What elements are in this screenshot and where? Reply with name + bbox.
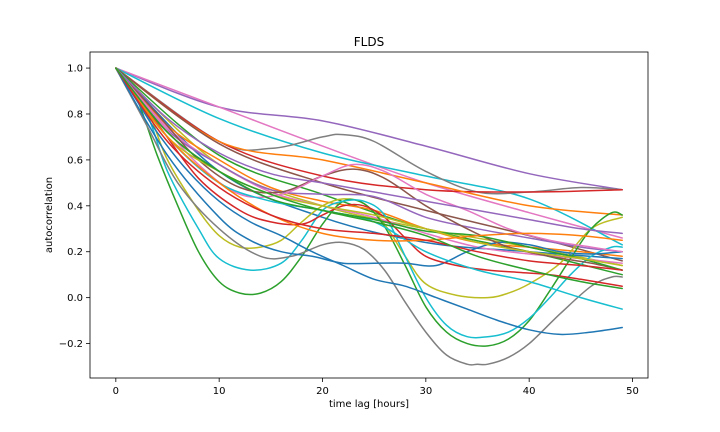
- series-line-15: [115, 67, 623, 347]
- series-line-20: [115, 67, 623, 287]
- y-tick-label: 0.8: [67, 109, 83, 120]
- x-tick-label: 40: [523, 386, 536, 397]
- series-line-3: [115, 67, 623, 246]
- y-tick-label: 0.2: [67, 247, 83, 258]
- series-line-21: [115, 67, 623, 271]
- series-line-2: [115, 67, 623, 239]
- x-axis-label: time lag [hours]: [329, 399, 409, 410]
- chart-title: FLDS: [354, 35, 384, 49]
- y-tick-label: 0.4: [67, 201, 83, 212]
- series-line-27: [115, 67, 623, 242]
- x-tick-label: 30: [419, 386, 432, 397]
- series-line-18: [115, 67, 623, 336]
- x-tick-label: 20: [316, 386, 329, 397]
- y-tick-label: 0.6: [67, 155, 83, 166]
- series-line-5: [115, 67, 623, 193]
- x-tick-label: 0: [113, 386, 119, 397]
- plot-frame: [89, 51, 649, 379]
- series-line-16: [115, 67, 623, 339]
- series-line-29: [115, 67, 623, 290]
- series-line-6: [115, 67, 623, 216]
- series-line-1: [115, 67, 623, 191]
- x-tick-label: 10: [213, 386, 226, 397]
- series-line-17: [115, 67, 623, 366]
- series-line-19: [115, 67, 623, 267]
- x-axis: 0 10 20 30 40 50: [113, 378, 639, 397]
- x-tick-label: 50: [626, 386, 639, 397]
- series-layer: [115, 67, 623, 366]
- y-tick-label: 0.0: [67, 293, 83, 304]
- series-line-26: [115, 67, 623, 235]
- series-line-25: [115, 67, 623, 267]
- series-line-13: [115, 67, 623, 253]
- series-line-22: [115, 67, 623, 253]
- y-tick-label: 1.0: [67, 64, 83, 75]
- y-axis: −0.2 0.0 0.2 0.4 0.6 0.8 1.0: [59, 64, 90, 350]
- y-axis-label: autocorrelation: [44, 177, 55, 253]
- series-line-28: [115, 67, 623, 271]
- y-tick-label: −0.2: [59, 339, 83, 350]
